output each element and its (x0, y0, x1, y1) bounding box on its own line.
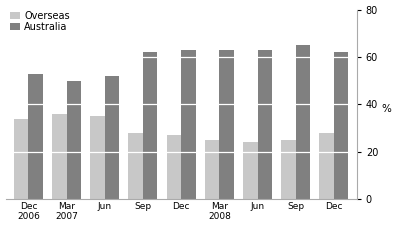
Legend: Overseas, Australia: Overseas, Australia (10, 11, 69, 32)
Bar (105, 76, 119, 199)
Bar (334, 52, 349, 199)
Bar (143, 52, 158, 199)
Bar (205, 140, 219, 199)
Y-axis label: %: % (382, 104, 391, 114)
Bar (67, 81, 81, 199)
Bar (129, 133, 143, 199)
Bar (258, 50, 272, 199)
Bar (167, 135, 181, 199)
Bar (52, 114, 67, 199)
Bar (281, 140, 296, 199)
Bar (219, 50, 234, 199)
Bar (243, 142, 258, 199)
Bar (29, 74, 43, 199)
Bar (296, 45, 310, 199)
Bar (90, 116, 105, 199)
Bar (181, 50, 196, 199)
Bar (14, 119, 29, 199)
Bar (319, 133, 334, 199)
